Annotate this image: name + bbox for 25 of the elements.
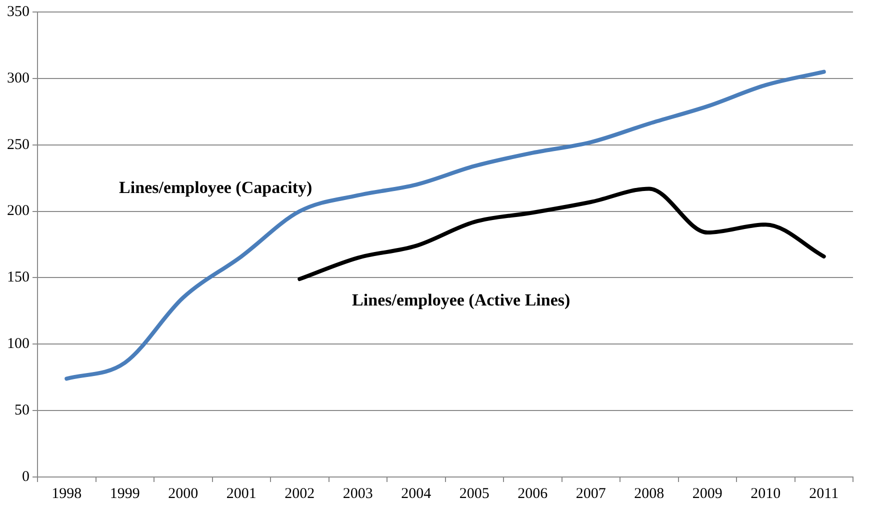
x-tick-label: 2001 [226, 486, 256, 502]
y-tick-label: 0 [22, 468, 30, 485]
x-tick-label: 2011 [809, 486, 839, 502]
x-tick-label: 2006 [518, 486, 548, 502]
x-tick-label: 2009 [692, 486, 722, 502]
x-tick-label: 2005 [459, 486, 490, 502]
y-tick-label: 250 [7, 136, 30, 153]
y-tick-label: 350 [7, 4, 30, 20]
y-tick-label: 200 [7, 203, 30, 220]
x-tick-label: 2008 [634, 486, 664, 502]
x-tick-label: 2000 [168, 486, 198, 502]
series-label: Lines/employee (Active Lines) [352, 290, 570, 310]
x-tick-label: 1999 [110, 486, 140, 502]
x-tick-label: 2002 [284, 486, 315, 502]
x-tick-label: 2010 [750, 486, 781, 502]
series-label: Lines/employee (Capacity) [119, 178, 312, 198]
x-tick-label: 2007 [576, 486, 606, 502]
y-tick-label: 300 [7, 70, 30, 86]
y-tick-label: 150 [7, 270, 30, 286]
line-series [64, 70, 826, 381]
x-tick-label: 1998 [52, 486, 82, 502]
x-tick-label: 2004 [401, 486, 432, 502]
y-tick-label: 50 [14, 402, 30, 419]
y-tick-label: 100 [7, 336, 30, 352]
x-tick-label: 2003 [342, 486, 373, 502]
